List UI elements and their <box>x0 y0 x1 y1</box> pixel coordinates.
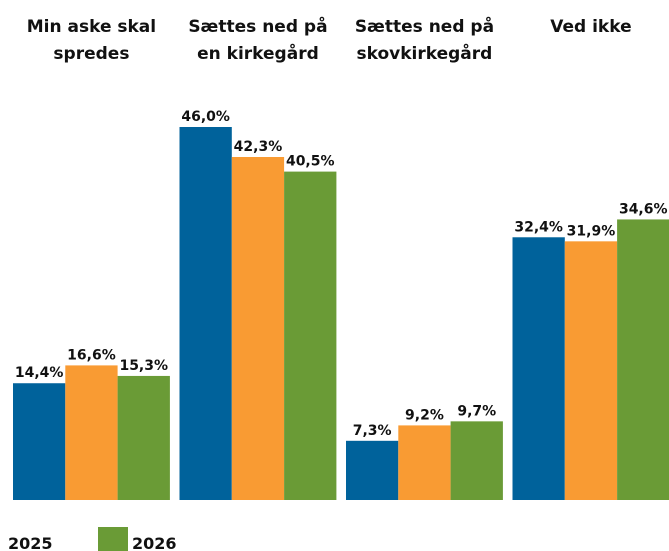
legend-swatch <box>98 527 128 551</box>
value-label: 16,6% <box>67 347 116 363</box>
bar <box>65 365 118 500</box>
value-label: 9,2% <box>405 407 444 423</box>
value-label: 32,4% <box>514 219 563 235</box>
legend-label: 2025 <box>8 534 53 551</box>
bar <box>284 171 337 500</box>
value-label: 34,6% <box>619 201 668 217</box>
bar <box>231 157 285 500</box>
bar <box>117 375 170 500</box>
value-label: 14,4% <box>15 365 64 381</box>
value-label: 9,7% <box>457 403 496 419</box>
bar <box>346 440 399 500</box>
value-label: 15,3% <box>119 358 168 374</box>
category-label: Ved ikke <box>550 17 632 37</box>
bar <box>617 219 669 500</box>
category-label: Sættes ned på skovkirkegård <box>354 17 495 64</box>
bar <box>512 237 565 500</box>
value-label: 31,9% <box>567 223 616 239</box>
value-label: 46,0% <box>181 109 230 125</box>
category-label: Sættes ned på en kirkegård <box>188 17 328 64</box>
bar <box>179 127 232 500</box>
category-label: Min aske skal spredes <box>26 17 157 64</box>
bar <box>13 383 66 500</box>
bar <box>398 425 451 500</box>
value-label: 7,3% <box>353 423 392 439</box>
legend-label: 2026 <box>132 534 177 551</box>
bar <box>450 421 503 500</box>
value-label: 42,3% <box>234 139 283 155</box>
value-label: 40,5% <box>286 154 335 170</box>
bar <box>564 241 618 500</box>
